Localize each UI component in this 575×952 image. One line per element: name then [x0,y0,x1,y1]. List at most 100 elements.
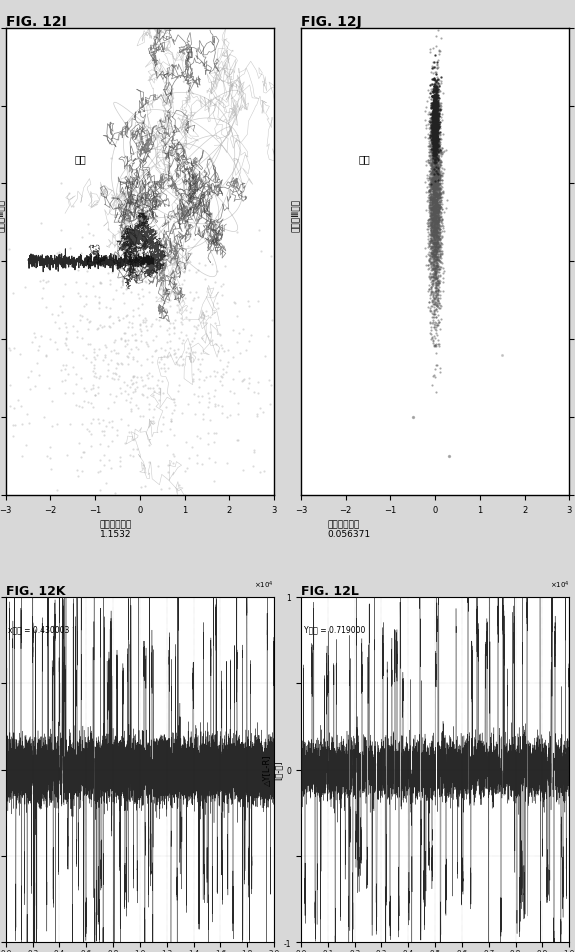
Point [429,294,438,309]
Point [429,90,438,106]
Point [432,160,441,175]
Point [429,226,438,241]
Point [435,167,444,182]
Point [427,241,436,256]
Point [156,294,166,309]
Point [434,43,443,58]
Point [431,208,440,223]
Point [426,218,435,233]
Point [428,220,437,235]
Point [428,244,438,259]
Point [428,191,438,207]
Point [30,379,40,394]
Point [427,149,436,164]
Point [432,110,442,126]
Point [432,205,441,220]
Point [430,244,439,259]
Point [431,200,440,215]
Point [427,110,436,126]
Point [424,234,434,249]
Point [430,155,439,170]
Point [428,133,438,149]
Point [431,124,440,139]
Point [193,362,202,377]
Point [430,151,439,167]
Point [437,218,446,233]
Point [431,256,440,271]
Point [430,128,439,143]
Point [430,225,439,240]
Point [430,195,439,210]
Point [432,132,441,148]
Point [36,274,45,289]
Point [428,235,437,250]
Point [429,239,438,254]
Point [143,352,152,367]
Point [434,109,443,125]
Point [432,143,441,158]
Point [433,166,442,181]
Point [430,129,439,144]
Point [431,149,440,165]
Point [433,138,442,153]
Point [431,339,440,354]
Point [426,248,435,264]
Point [431,152,440,168]
Point [434,135,443,150]
Point [428,100,437,115]
Point [431,127,440,142]
Point [430,223,439,238]
Point [426,117,435,132]
Point [430,72,439,88]
Point [426,85,435,100]
Point [433,134,442,149]
Point [424,282,434,297]
Point [434,190,443,206]
Point [424,143,434,158]
Point [431,230,440,246]
Point [432,184,442,199]
Point [282,325,291,340]
Point [279,425,288,440]
Point [27,334,36,349]
Point [83,311,92,327]
Point [431,103,440,118]
Point [426,127,435,142]
Point [428,159,437,174]
Point [431,210,440,226]
Point [434,77,443,92]
Point [114,371,123,387]
Point [160,343,169,358]
Point [429,93,438,109]
Point [432,359,441,374]
Point [78,330,87,346]
Point [428,166,438,181]
Point [429,208,438,224]
Point [435,240,444,255]
Point [431,142,440,157]
Point [428,201,438,216]
Point [434,76,443,91]
Point [191,286,201,301]
Point [104,310,113,326]
Point [430,172,439,188]
Point [427,144,436,159]
Point [435,222,444,237]
Point [430,287,439,302]
Point [429,95,438,110]
Point [424,156,433,171]
Point [433,108,442,123]
Point [427,231,436,247]
Point [427,247,436,262]
Point [435,213,444,228]
Point [229,295,239,310]
Point [428,99,438,114]
Point [428,284,437,299]
Point [420,175,430,190]
Point [101,340,110,355]
Point [137,372,147,387]
Point [438,275,447,290]
Point [433,188,442,203]
Point [89,381,98,396]
Point [427,165,436,180]
